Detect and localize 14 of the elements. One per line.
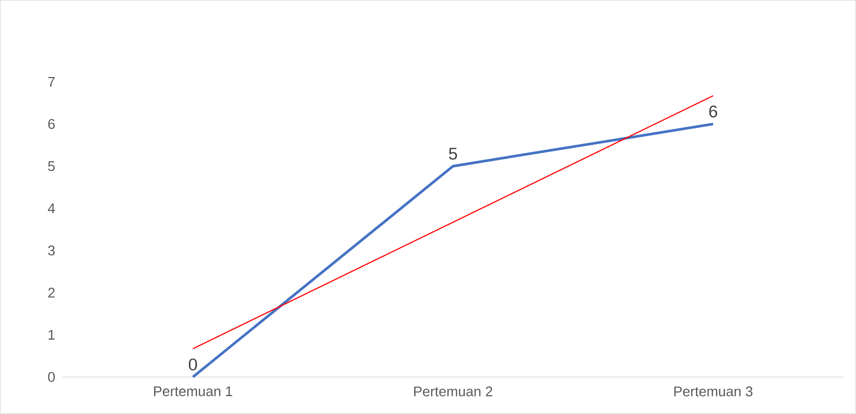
data-label: 0 xyxy=(188,358,197,371)
x-tick-label: Pertemuan 1 xyxy=(154,386,232,396)
data-label: 5 xyxy=(448,148,458,160)
x-tick-label: Pertemuan 2 xyxy=(414,386,492,396)
y-tick-label: 3 xyxy=(48,246,55,256)
y-tick-label: 6 xyxy=(48,119,55,130)
y-tick-label: 7 xyxy=(48,77,55,87)
data-label: 6 xyxy=(709,106,718,118)
y-tick-label: 0 xyxy=(48,372,55,382)
y-tick-label: 1 xyxy=(48,330,55,340)
y-tick-label: 2 xyxy=(48,288,55,298)
y-tick-label: 4 xyxy=(48,204,55,214)
y-tick-label: 5 xyxy=(48,161,55,172)
x-tick-label: Pertemuan 3 xyxy=(674,386,752,396)
